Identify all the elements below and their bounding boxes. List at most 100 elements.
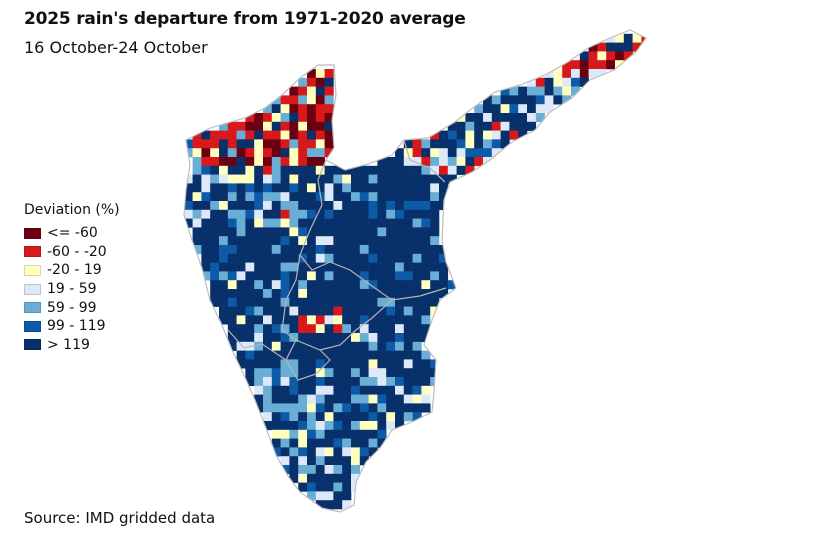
grid-cell	[430, 148, 440, 158]
grid-cell	[430, 253, 440, 263]
source-note: Source: IMD gridded data	[24, 509, 216, 527]
grid-cell	[315, 350, 325, 360]
grid-cell	[368, 227, 378, 237]
grid-cell	[544, 77, 554, 87]
grid-cell	[254, 341, 264, 351]
grid-cell	[333, 500, 343, 510]
grid-cell	[368, 253, 378, 263]
grid-cell	[447, 157, 457, 167]
grid-cell	[386, 227, 396, 237]
grid-cell	[280, 113, 290, 123]
grid-cell	[236, 183, 246, 193]
grid-cell	[412, 201, 422, 211]
grid-cell	[351, 165, 361, 175]
grid-cell	[298, 350, 308, 360]
grid-cell	[227, 306, 237, 316]
grid-cell	[236, 245, 246, 255]
grid-cell	[298, 77, 308, 87]
grid-cell	[280, 421, 290, 431]
grid-cell	[395, 253, 405, 263]
grid-cell	[324, 500, 334, 510]
grid-cell	[395, 306, 405, 316]
grid-cell	[324, 174, 334, 184]
grid-cell	[447, 165, 457, 175]
grid-cell	[298, 280, 308, 290]
grid-cell	[192, 245, 202, 255]
grid-cell	[359, 421, 369, 431]
grid-cell	[456, 148, 466, 158]
grid-cell	[333, 209, 343, 219]
grid-cell	[518, 86, 528, 96]
grid-cell	[483, 121, 493, 131]
grid-cell	[263, 113, 273, 123]
grid-cell	[500, 95, 510, 105]
grid-cell	[263, 104, 273, 114]
grid-cell	[351, 377, 361, 387]
grid-cell	[377, 227, 387, 237]
grid-cell	[227, 289, 237, 299]
grid-cell	[342, 236, 352, 246]
grid-cell	[307, 165, 317, 175]
grid-cell	[342, 262, 352, 272]
grid-cell	[403, 324, 413, 334]
grid-cell	[483, 139, 493, 149]
grid-cell	[421, 192, 431, 202]
grid-cell	[386, 421, 396, 431]
grid-cell	[359, 297, 369, 307]
grid-cell	[324, 192, 334, 202]
grid-cell	[430, 139, 440, 149]
grid-cell	[403, 359, 413, 369]
grid-cell	[271, 271, 281, 281]
grid-cell	[298, 165, 308, 175]
grid-cell	[227, 262, 237, 272]
grid-cell	[351, 333, 361, 343]
grid-cell	[333, 271, 343, 281]
grid-cell	[315, 157, 325, 167]
grid-cell	[263, 192, 273, 202]
grid-cell	[307, 447, 317, 457]
grid-cell	[571, 69, 581, 79]
grid-cell	[377, 412, 387, 422]
grid-cell	[280, 456, 290, 466]
grid-cell	[439, 139, 449, 149]
grid-cell	[324, 456, 334, 466]
grid-cell	[351, 473, 361, 483]
grid-cell	[386, 157, 396, 167]
grid-cell	[280, 201, 290, 211]
grid-cell	[298, 113, 308, 123]
grid-cell	[254, 157, 264, 167]
grid-cell	[219, 148, 229, 158]
grid-cell	[403, 262, 413, 272]
grid-cell	[342, 482, 352, 492]
state-boundaries	[227, 139, 447, 381]
grid-cell	[359, 262, 369, 272]
grid-cell	[271, 315, 281, 325]
grid-cell	[377, 324, 387, 334]
legend-swatch	[24, 283, 41, 295]
grid-cell	[236, 148, 246, 158]
grid-cell	[421, 262, 431, 272]
state-boundary	[227, 329, 287, 361]
grid-cell	[263, 359, 273, 369]
grid-cell	[289, 385, 299, 395]
grid-cell	[377, 262, 387, 272]
grid-cell	[219, 183, 229, 193]
grid-cell	[342, 245, 352, 255]
grid-cell	[483, 113, 493, 123]
legend-label: 59 - 99	[47, 299, 97, 316]
grid-cell	[315, 500, 325, 510]
grid-cell	[324, 447, 334, 457]
grid-cell	[315, 280, 325, 290]
legend-label: 19 - 59	[47, 281, 97, 298]
grid-cell	[403, 218, 413, 228]
grid-cell	[447, 280, 457, 290]
grid-cell	[324, 333, 334, 343]
grid-cell	[342, 385, 352, 395]
grid-cell	[324, 139, 334, 149]
grid-cell	[263, 245, 273, 255]
grid-cell	[597, 60, 607, 70]
grid-cell	[412, 403, 422, 413]
grid-cell	[403, 306, 413, 316]
grid-cell	[227, 165, 237, 175]
grid-cell	[562, 86, 572, 96]
